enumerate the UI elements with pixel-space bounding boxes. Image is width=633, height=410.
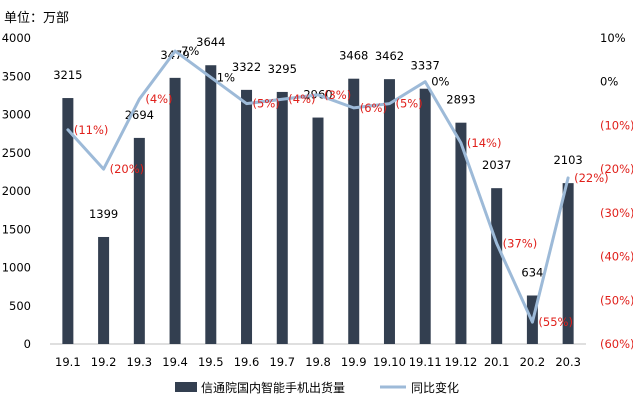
bar-value-label: 3295: [268, 62, 297, 76]
pct-label: (20%): [110, 162, 145, 176]
x-tick-label: 20.3: [555, 355, 581, 369]
left-tick-label: 500: [9, 299, 31, 313]
x-ticks: 19.1 19.2 19.3 19.4 19.5 19.6 19.7 19.8 19.9 19.1…: [55, 355, 581, 369]
x-tick-label: 19.4: [162, 355, 188, 369]
bar-value-label: 3337: [411, 59, 440, 73]
pct-label: (4%): [288, 92, 315, 106]
left-tick-label: 2500: [2, 146, 31, 160]
x-tick-label: 19.7: [269, 355, 295, 369]
right-tick-label: (40%): [600, 250, 633, 264]
unit-label: 单位：万部: [4, 11, 69, 26]
left-tick-label: 4000: [2, 31, 31, 45]
bar-value-label: 3322: [232, 60, 261, 74]
left-tick-label: 3000: [2, 108, 31, 122]
bar: [62, 98, 74, 345]
right-tick-label: (60%): [600, 337, 633, 351]
pct-label: 0%: [431, 75, 449, 89]
bar-value-label: 2103: [553, 153, 582, 167]
pct-label: (5%): [253, 97, 280, 111]
pct-label: (37%): [503, 236, 538, 250]
bar-value-label: 3644: [196, 35, 225, 49]
x-tick-label: 19.11: [409, 355, 442, 369]
pct-label: (4%): [145, 92, 172, 106]
x-tick-label: 19.9: [341, 355, 367, 369]
pct-label: 1%: [217, 70, 235, 84]
left-tick-label: 1500: [2, 222, 31, 236]
bar: [419, 88, 431, 344]
left-tick-label: 1000: [2, 261, 31, 275]
right-tick-label: (30%): [600, 206, 633, 220]
left-tick-label: 0: [24, 337, 31, 351]
bar: [455, 122, 467, 344]
pct-label: (3%): [324, 88, 351, 102]
bar-value-label: 3215: [53, 68, 82, 82]
pct-label: (22%): [574, 171, 609, 185]
bar: [205, 65, 217, 344]
bars: [62, 65, 574, 345]
pct-label: (55%): [538, 315, 573, 329]
pct-label: (11%): [74, 123, 109, 137]
bar: [276, 91, 288, 345]
right-tick-label: (10%): [600, 118, 633, 132]
bar: [133, 137, 145, 344]
x-tick-label: 19.10: [373, 355, 406, 369]
right-tick-label: 10%: [600, 31, 626, 45]
bar-value-label: 3462: [375, 49, 404, 63]
bar: [491, 188, 503, 344]
bar: [562, 183, 574, 344]
right-axis-ticks: 10% 0% (10%) (20%) (30%) (40%) (50%) (60%): [600, 31, 633, 351]
bar: [98, 236, 110, 344]
bar: [312, 117, 324, 344]
right-tick-label: 0%: [600, 75, 618, 89]
legend-bar-swatch: [175, 382, 197, 392]
trend-line: [66, 49, 570, 324]
x-tick-label: 19.2: [91, 355, 117, 369]
pct-label: 7%: [181, 44, 199, 58]
x-tick-label: 20.1: [484, 355, 510, 369]
x-tick-label: 19.6: [234, 355, 260, 369]
x-tick-label: 19.3: [127, 355, 153, 369]
trend-line-group: [66, 49, 570, 324]
pct-label: (14%): [467, 136, 502, 150]
bar-value-label: 3468: [339, 49, 368, 63]
bar: [241, 89, 253, 344]
right-tick-label: (20%): [600, 162, 633, 176]
left-tick-label: 2000: [2, 184, 31, 198]
bar-value-label: 634: [521, 265, 543, 279]
bar: [348, 78, 360, 344]
legend-bar-label: 信通院国内智能手机出货量: [201, 380, 345, 395]
x-tick-label: 19.1: [55, 355, 81, 369]
bar-value-label: 1399: [89, 207, 118, 221]
legend: 信通院国内智能手机出货量 同比变化: [175, 380, 459, 395]
pct-label: (6%): [360, 101, 387, 115]
bar: [169, 77, 181, 344]
x-tick-label: 19.5: [198, 355, 224, 369]
x-tick-label: 20.2: [520, 355, 546, 369]
bar-value-label: 2037: [482, 158, 511, 172]
right-tick-label: (50%): [600, 293, 633, 307]
bar: [383, 79, 395, 345]
left-axis-ticks: 0 500 1000 1500 2000 2500 3000 3500 4000: [2, 31, 31, 351]
x-tick-label: 19.8: [305, 355, 331, 369]
pct-labels: (11%) (20%) (4%) 7% 1% (5%) (4%) (3%) (6%) (5%) 0%…: [74, 44, 609, 329]
pct-label: (5%): [395, 97, 422, 111]
left-tick-label: 3500: [2, 69, 31, 83]
legend-line-label: 同比变化: [411, 380, 459, 395]
bar-value-label: 3479: [160, 48, 189, 62]
bar-value-label: 2893: [446, 93, 475, 107]
x-tick-label: 19.12: [444, 355, 477, 369]
